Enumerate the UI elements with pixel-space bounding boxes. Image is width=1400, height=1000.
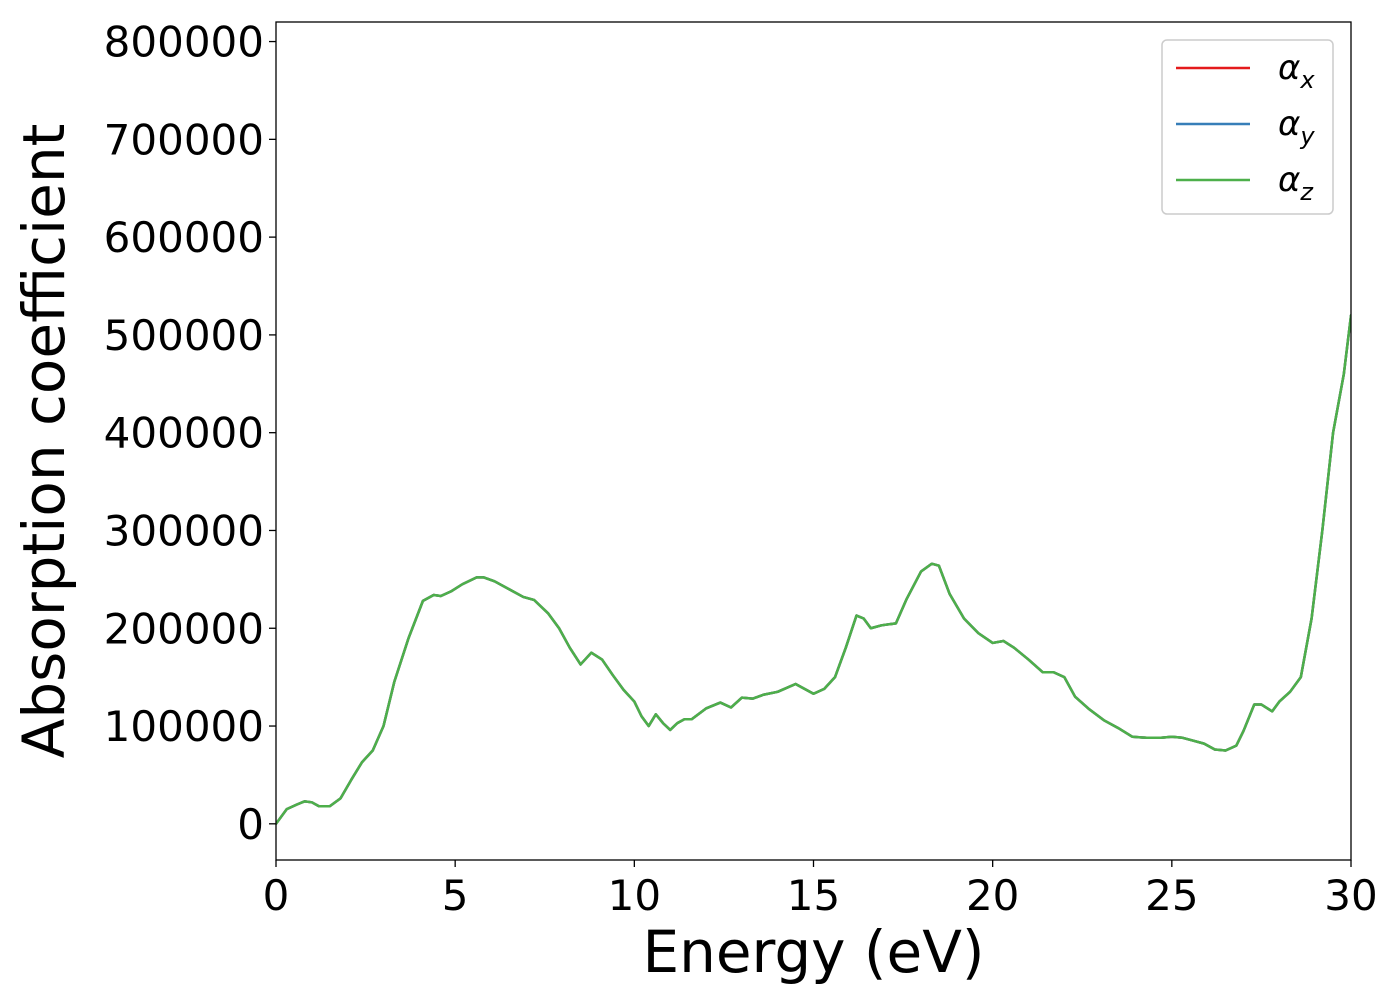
y-tick-label: 700000 (104, 115, 264, 164)
y-tick-label: 600000 (104, 213, 264, 262)
x-tick-label: 15 (787, 871, 840, 920)
y-tick-label: 100000 (104, 702, 264, 751)
y-tick-label: 500000 (104, 311, 264, 360)
y-tick-label: 200000 (104, 604, 264, 653)
legend-box (1161, 39, 1334, 215)
x-tick-label: 5 (442, 871, 469, 920)
y-axis: 0 100000 200000 300000 400000 500000 600000 700… (104, 18, 276, 849)
y-tick-label: 300000 (104, 506, 264, 555)
y-tick-label: 0 (237, 800, 264, 849)
legend-label-alpha-y: αy (1278, 104, 1315, 150)
y-axis-title: Absorption coefficient (10, 124, 78, 759)
x-axis: 0 5 10 15 20 25 30 (263, 860, 1378, 920)
x-tick-label: 25 (1145, 871, 1198, 920)
x-tick-label: 30 (1324, 871, 1377, 920)
x-tick-label: 0 (263, 871, 290, 920)
x-tick-label: 20 (966, 871, 1019, 920)
legend-subscript: x (1299, 66, 1315, 94)
series-line-alpha-y (276, 314, 1351, 826)
series-line-alpha-z (276, 314, 1351, 826)
x-axis-title: Energy (eV) (642, 918, 984, 986)
x-tick-label: 10 (608, 871, 661, 920)
y-tick-label: 400000 (104, 409, 264, 458)
legend-symbol: α (1278, 160, 1300, 200)
series-layer (276, 314, 1351, 826)
legend-symbol: α (1278, 48, 1300, 88)
series-line-alpha-x (276, 314, 1351, 826)
legend-label-alpha-z: αz (1278, 160, 1314, 206)
legend-label-alpha-x: αx (1278, 48, 1315, 94)
legend-subscript: z (1299, 178, 1314, 206)
legend-symbol: α (1278, 104, 1300, 144)
y-tick-label: 800000 (104, 18, 264, 67)
legend-subscript: y (1299, 122, 1315, 150)
